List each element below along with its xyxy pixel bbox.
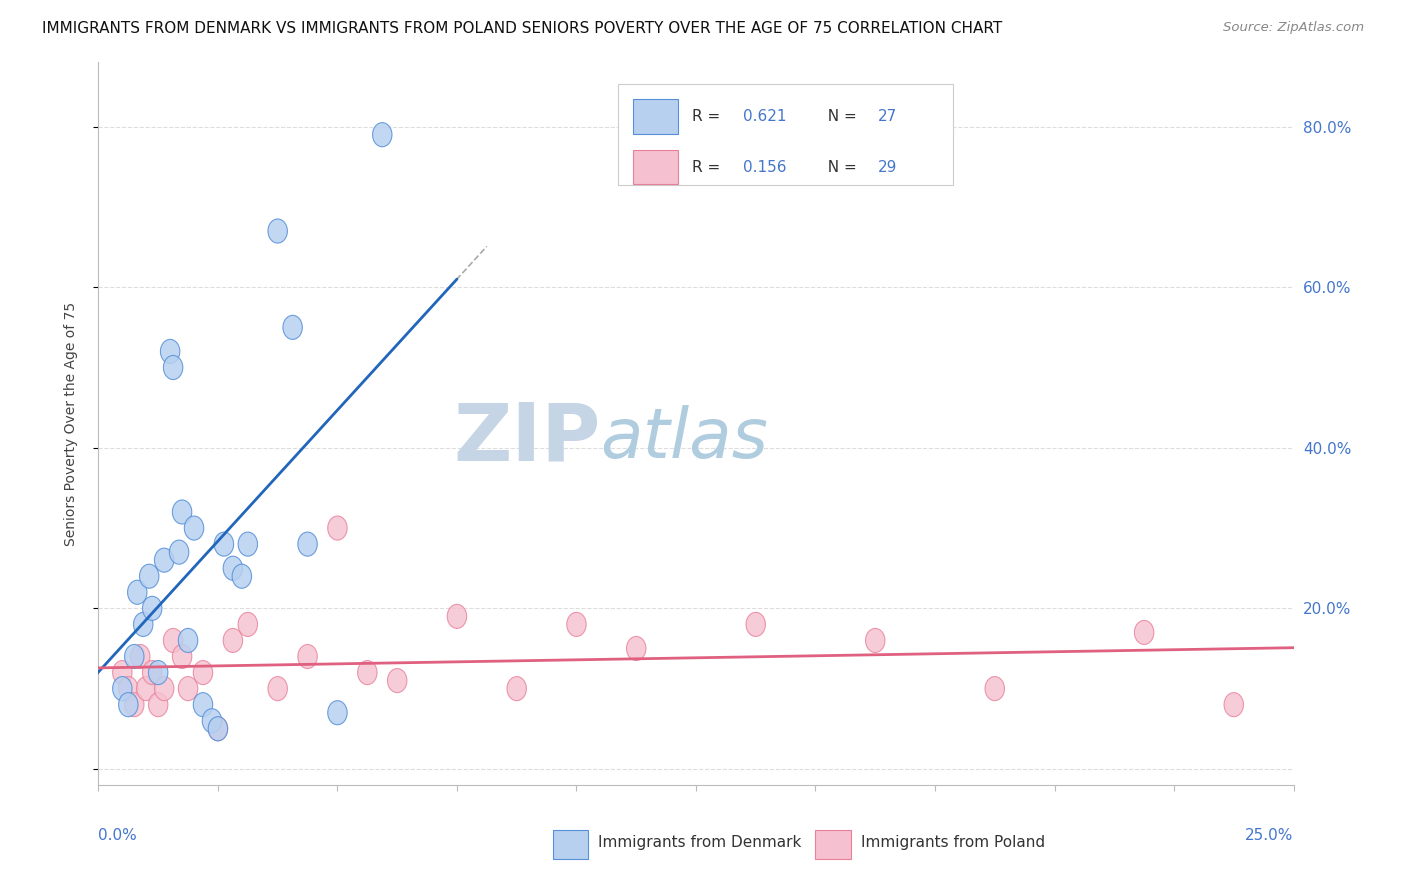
FancyBboxPatch shape [633, 99, 678, 134]
Y-axis label: Seniors Poverty Over the Age of 75: Seniors Poverty Over the Age of 75 [63, 301, 77, 546]
FancyBboxPatch shape [619, 84, 953, 186]
Text: Immigrants from Poland: Immigrants from Poland [860, 835, 1045, 850]
Text: 0.621: 0.621 [742, 109, 786, 124]
Text: R =: R = [692, 109, 725, 124]
FancyBboxPatch shape [553, 830, 589, 859]
Text: N =: N = [818, 109, 862, 124]
Text: 29: 29 [877, 160, 897, 175]
Text: 0.0%: 0.0% [98, 829, 138, 843]
Text: Immigrants from Denmark: Immigrants from Denmark [598, 835, 801, 850]
FancyBboxPatch shape [633, 150, 678, 185]
FancyBboxPatch shape [815, 830, 852, 859]
Text: R =: R = [692, 160, 725, 175]
Text: IMMIGRANTS FROM DENMARK VS IMMIGRANTS FROM POLAND SENIORS POVERTY OVER THE AGE O: IMMIGRANTS FROM DENMARK VS IMMIGRANTS FR… [42, 21, 1002, 36]
Text: ZIP: ZIP [453, 399, 600, 477]
Text: 0.156: 0.156 [742, 160, 786, 175]
Text: 27: 27 [877, 109, 897, 124]
Text: atlas: atlas [600, 405, 768, 472]
Text: 25.0%: 25.0% [1246, 829, 1294, 843]
Text: N =: N = [818, 160, 862, 175]
Text: Source: ZipAtlas.com: Source: ZipAtlas.com [1223, 21, 1364, 34]
